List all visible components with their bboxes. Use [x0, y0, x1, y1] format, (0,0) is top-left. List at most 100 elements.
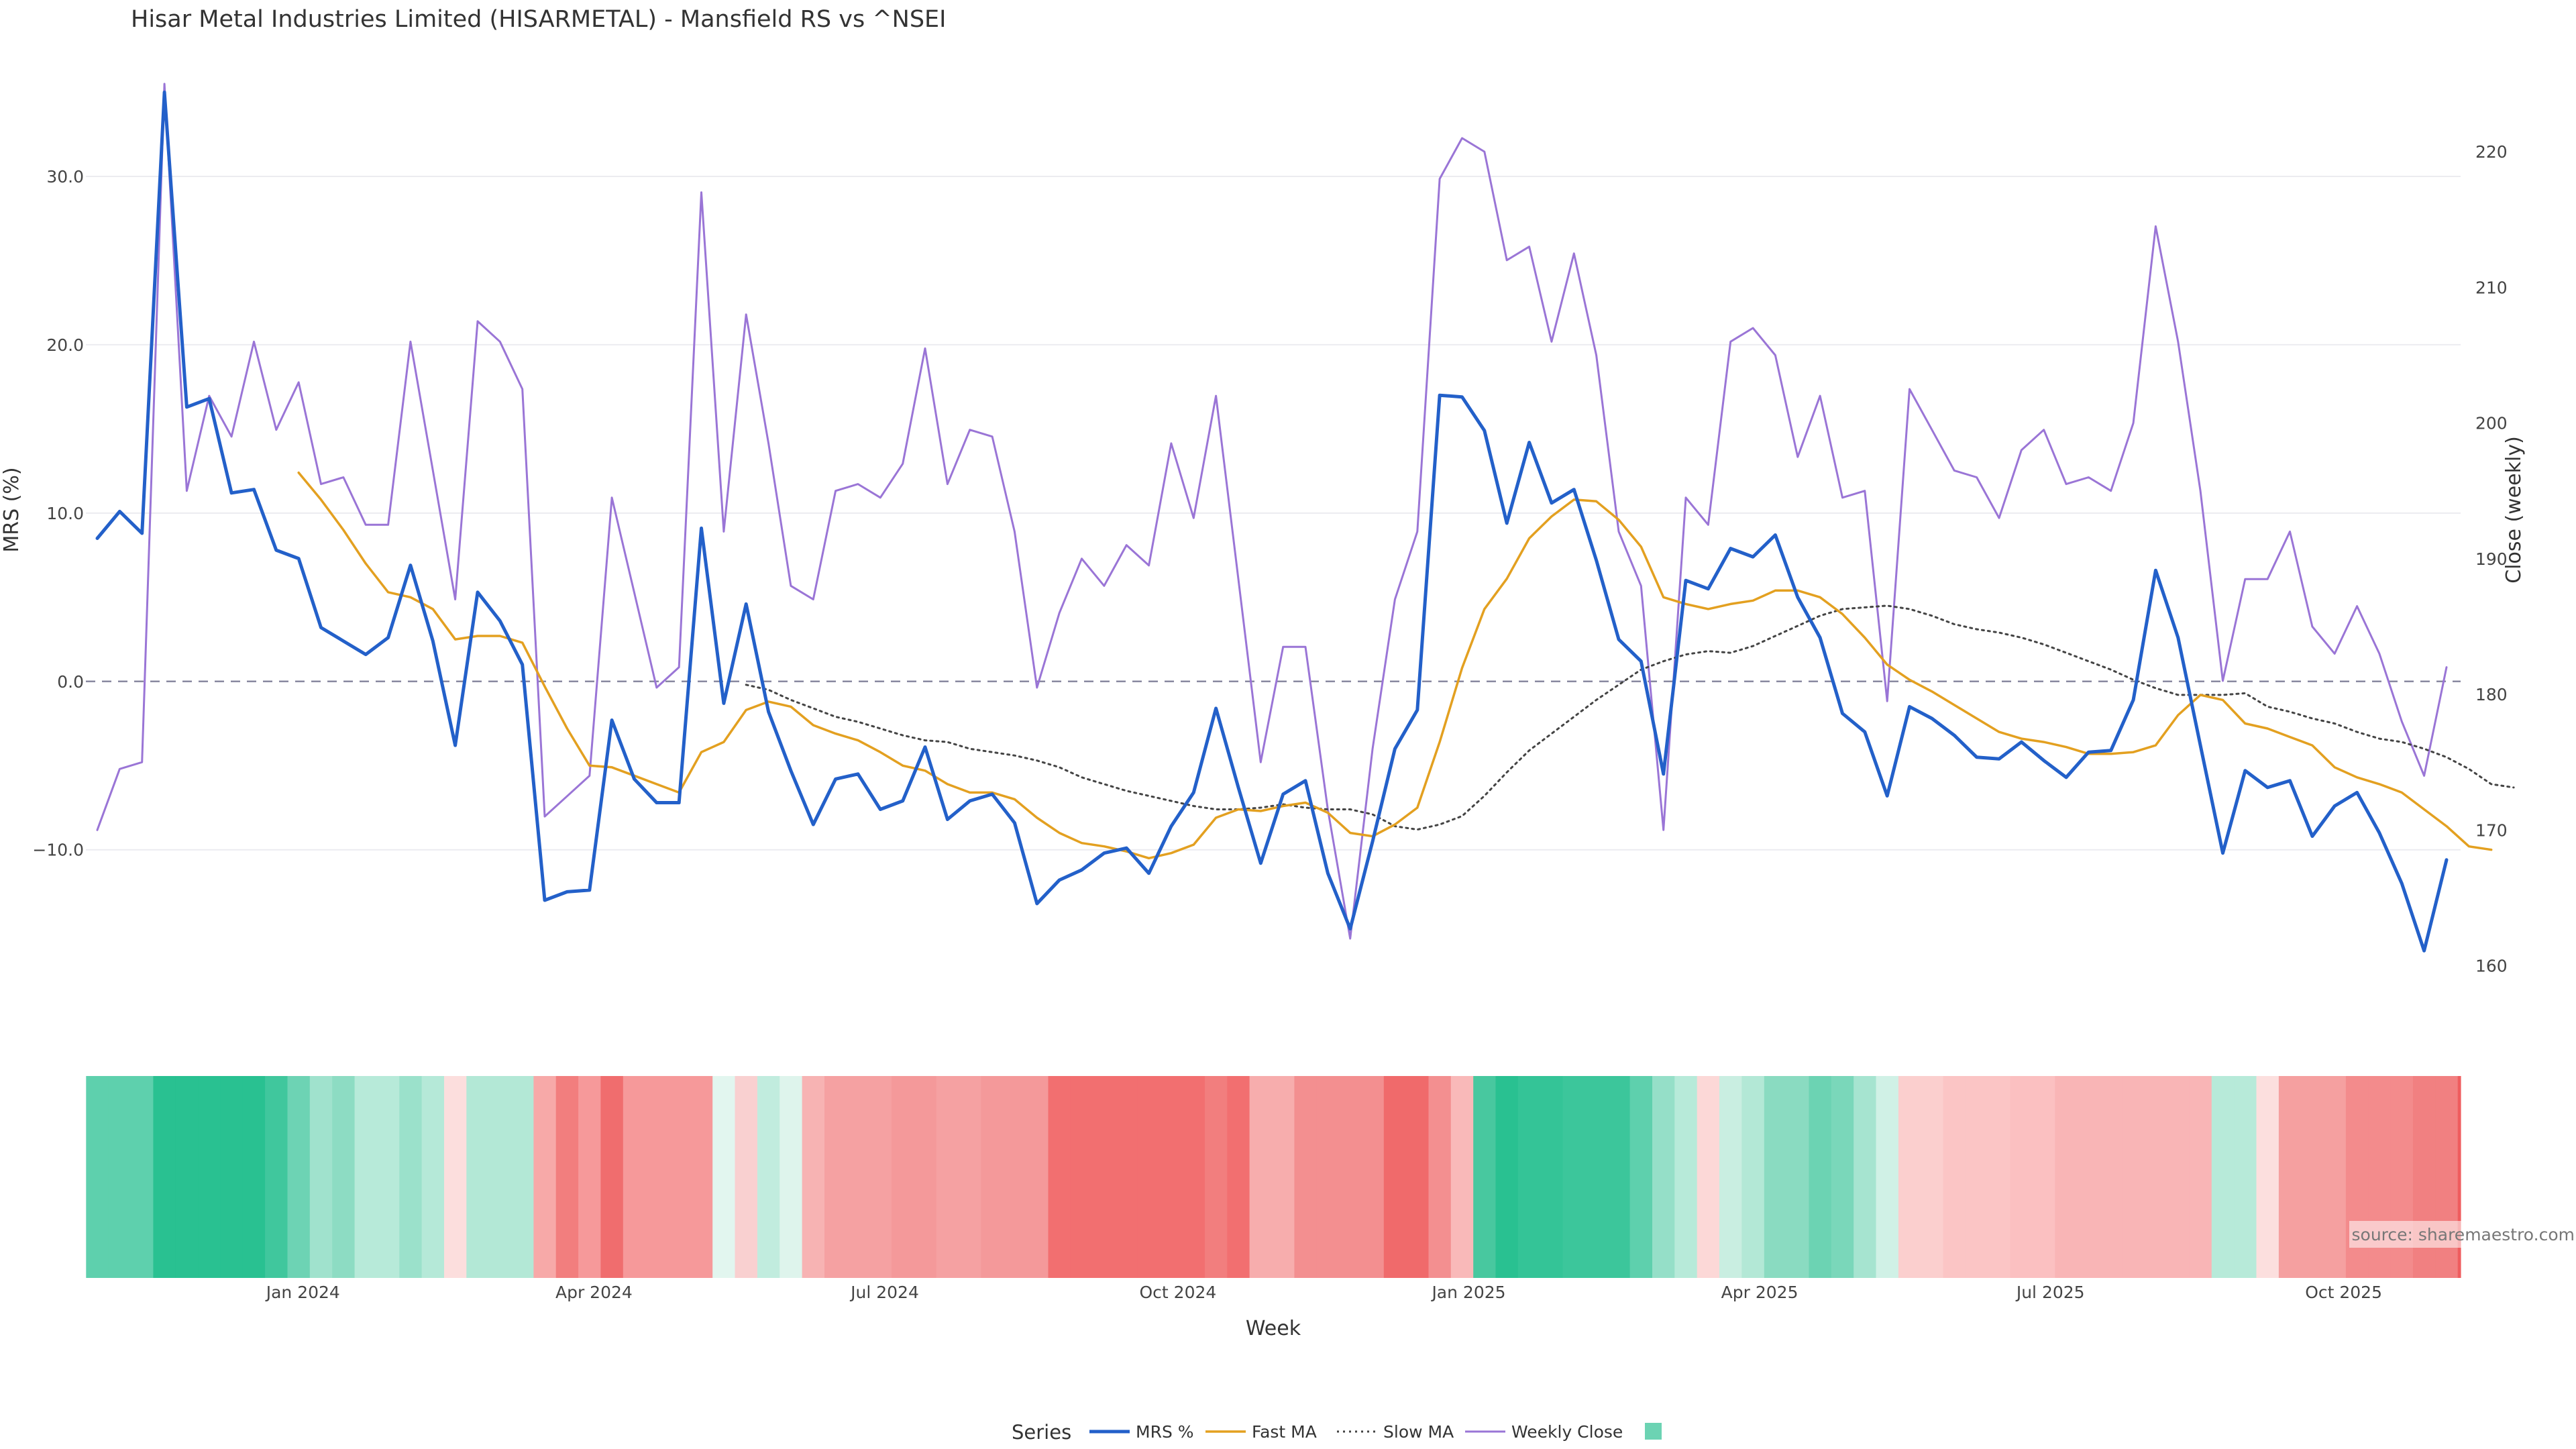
heatmap-cell: [555, 1076, 579, 1278]
heatmap-cell: [287, 1076, 311, 1278]
chart-title: Hisar Metal Industries Limited (HISARMET…: [131, 6, 946, 33]
heatmap-cell: [1674, 1076, 1698, 1278]
legend-label-fast-ma: Fast MA: [1252, 1422, 1317, 1442]
heatmap-cell: [2211, 1076, 2235, 1278]
heatmap-cell: [1495, 1076, 1519, 1278]
heatmap-cell: [1294, 1076, 1318, 1278]
heatmap-cell: [892, 1076, 914, 1278]
source-credit-backdrop: [2349, 1221, 2576, 1248]
heatmap-cell: [1876, 1076, 1899, 1278]
heatmap-cell: [1070, 1076, 1093, 1278]
right-axis-title: Close (weekly): [2502, 436, 2526, 584]
heatmap-cell: [1204, 1076, 1228, 1278]
heatmap-cell: [2189, 1076, 2212, 1278]
heatmap-cell: [1316, 1076, 1340, 1278]
gridlines: [86, 176, 2461, 851]
heatmap-cell: [2167, 1076, 2190, 1278]
heatmap-cell: [712, 1076, 736, 1278]
heatmap-cell: [2033, 1076, 2055, 1278]
right-tick-label: 160: [2475, 957, 2508, 976]
x-tick-label: Jan 2025: [1430, 1283, 1505, 1302]
legend-label-mrs: MRS %: [1136, 1422, 1194, 1442]
heatmap-cell: [645, 1076, 669, 1278]
x-axis-title: Week: [1246, 1317, 1301, 1340]
heatmap-cell: [1428, 1076, 1452, 1278]
heatmap-cell: [2234, 1076, 2257, 1278]
heatmap-cell: [1272, 1076, 1295, 1278]
heatmap-cell: [1450, 1076, 1474, 1278]
heatmap-cell: [1988, 1076, 2011, 1278]
mrs-heatmap: [86, 1076, 2576, 1278]
heatmap-cell: [1048, 1076, 1071, 1278]
heatmap-cell: [220, 1076, 244, 1278]
heatmap-cell: [1629, 1076, 1653, 1278]
heatmap-cell: [1719, 1076, 1742, 1278]
heatmap-cell: [2055, 1076, 2078, 1278]
heatmap-cell: [2100, 1076, 2123, 1278]
heatmap-cell: [131, 1076, 154, 1278]
series-line-slow-ma: [745, 604, 2515, 831]
heatmap-cell: [265, 1076, 288, 1278]
heatmap-cell: [1339, 1076, 1362, 1278]
heatmap-cell: [1517, 1076, 1541, 1278]
x-tick-label: Oct 2025: [2305, 1283, 2382, 1302]
heatmap-cell: [1227, 1076, 1250, 1278]
right-tick-label: 220: [2475, 142, 2508, 162]
heatmap-cell: [2323, 1076, 2347, 1278]
heatmap-cell: [1160, 1076, 1183, 1278]
heatmap-cell: [824, 1076, 847, 1278]
heatmap-cell: [1003, 1076, 1026, 1278]
heatmap-cell: [153, 1076, 176, 1278]
heatmap-cell: [421, 1076, 445, 1278]
heatmap-cell: [1921, 1076, 1944, 1278]
heatmap-cell: [175, 1076, 199, 1278]
heatmap-cell: [1182, 1076, 1205, 1278]
heatmap-cell: [1741, 1076, 1765, 1278]
left-tick-label: 20.0: [46, 335, 84, 355]
heatmap-cell: [2010, 1076, 2033, 1278]
left-tick-label: −10.0: [32, 841, 84, 860]
left-axis-title: MRS (%): [0, 467, 23, 552]
right-tick-label: 170: [2475, 820, 2508, 840]
heatmap-cell: [981, 1076, 1004, 1278]
right-tick-label: 190: [2475, 549, 2508, 569]
heatmap-cell: [533, 1076, 557, 1278]
heatmap-cell: [1473, 1076, 1497, 1278]
heatmap-cell: [309, 1076, 333, 1278]
heatmap-cell: [354, 1076, 378, 1278]
heatmap-cell: [1831, 1076, 1854, 1278]
heatmap-cell: [1093, 1076, 1116, 1278]
x-tick-label: Jul 2025: [2015, 1283, 2085, 1302]
heatmap-cell: [2256, 1076, 2279, 1278]
x-tick-label: Apr 2024: [555, 1283, 633, 1302]
heatmap-cell: [1652, 1076, 1675, 1278]
heatmap-cell: [1540, 1076, 1564, 1278]
heatmap-cell: [1249, 1076, 1273, 1278]
heatmap-cell: [735, 1076, 758, 1278]
heatmap-cell: [914, 1076, 937, 1278]
heatmap-cell: [578, 1076, 602, 1278]
series-line-fast-ma: [297, 471, 2493, 860]
heatmap-cell: [399, 1076, 423, 1278]
heatmap-cell: [1965, 1076, 1988, 1278]
x-tick-label: Jul 2024: [849, 1283, 919, 1302]
legend-label-weekly-close: Weekly Close: [1511, 1422, 1623, 1442]
heatmap-cell: [690, 1076, 713, 1278]
left-axis-ticks: 30.0 20.0 10.0 0.0 −10.0: [32, 167, 84, 860]
heatmap-cell: [2122, 1076, 2145, 1278]
right-axis-ticks: 220 210 200 190 180 170 160: [2475, 142, 2508, 975]
heatmap-cell: [780, 1076, 803, 1278]
heatmap-cell: [1764, 1076, 1787, 1278]
series-lines: [95, 83, 2515, 953]
heatmap-cell: [332, 1076, 356, 1278]
heatmap-cell: [1697, 1076, 1720, 1278]
heatmap-cell: [2077, 1076, 2100, 1278]
legend-label-slow-ma: Slow MA: [1383, 1422, 1454, 1442]
heatmap-cell: [488, 1076, 512, 1278]
heatmap-cell: [847, 1076, 870, 1278]
heatmap-cell: [1786, 1076, 1810, 1278]
heatmap-cell: [667, 1076, 691, 1278]
heatmap-cell: [1115, 1076, 1138, 1278]
heatmap-cell: [936, 1076, 959, 1278]
